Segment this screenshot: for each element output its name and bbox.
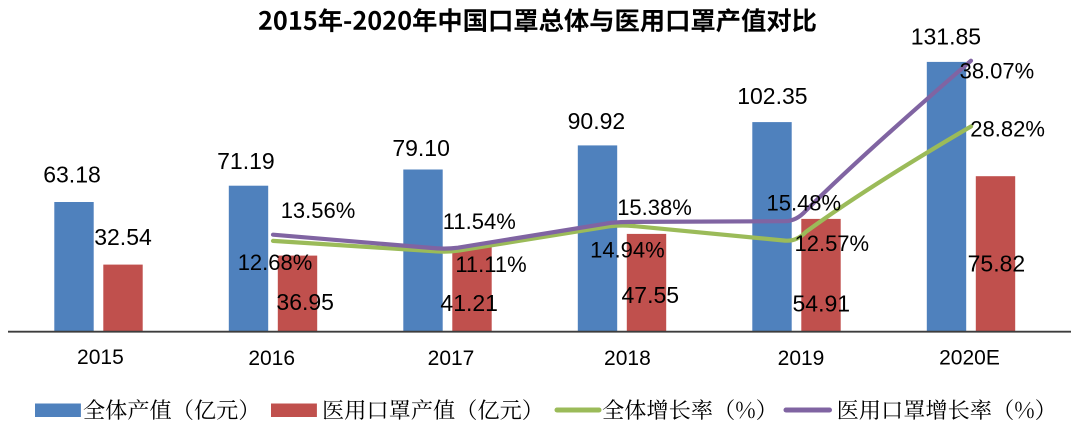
- svg-text:102.35: 102.35: [737, 83, 807, 109]
- svg-text:71.19: 71.19: [217, 148, 275, 174]
- svg-text:2017: 2017: [428, 347, 475, 370]
- svg-text:13.56%: 13.56%: [281, 198, 356, 223]
- svg-text:2018: 2018: [604, 347, 651, 370]
- svg-text:11.11%: 11.11%: [455, 252, 526, 277]
- svg-text:47.55: 47.55: [622, 282, 680, 308]
- svg-text:14.94%: 14.94%: [590, 238, 665, 263]
- svg-text:15.48%: 15.48%: [766, 191, 841, 216]
- svg-text:75.82: 75.82: [968, 251, 1026, 277]
- svg-text:63.18: 63.18: [43, 161, 101, 187]
- svg-text:131.85: 131.85: [911, 24, 981, 50]
- svg-text:2015: 2015: [77, 346, 124, 369]
- svg-text:32.54: 32.54: [94, 224, 152, 250]
- svg-text:2020E: 2020E: [939, 347, 1000, 370]
- svg-text:11.54%: 11.54%: [443, 209, 516, 234]
- svg-text:36.95: 36.95: [276, 289, 334, 315]
- svg-text:54.91: 54.91: [793, 291, 851, 317]
- svg-text:90.92: 90.92: [568, 108, 626, 134]
- svg-text:15.38%: 15.38%: [617, 195, 692, 220]
- svg-text:2019: 2019: [778, 347, 825, 370]
- svg-text:12.57%: 12.57%: [794, 231, 869, 256]
- svg-text:41.21: 41.21: [440, 290, 498, 316]
- svg-text:28.82%: 28.82%: [970, 117, 1045, 142]
- svg-text:2016: 2016: [248, 347, 295, 370]
- svg-text:38.07%: 38.07%: [960, 59, 1035, 84]
- svg-text:12.68%: 12.68%: [238, 250, 313, 275]
- svg-text:79.10: 79.10: [392, 135, 450, 161]
